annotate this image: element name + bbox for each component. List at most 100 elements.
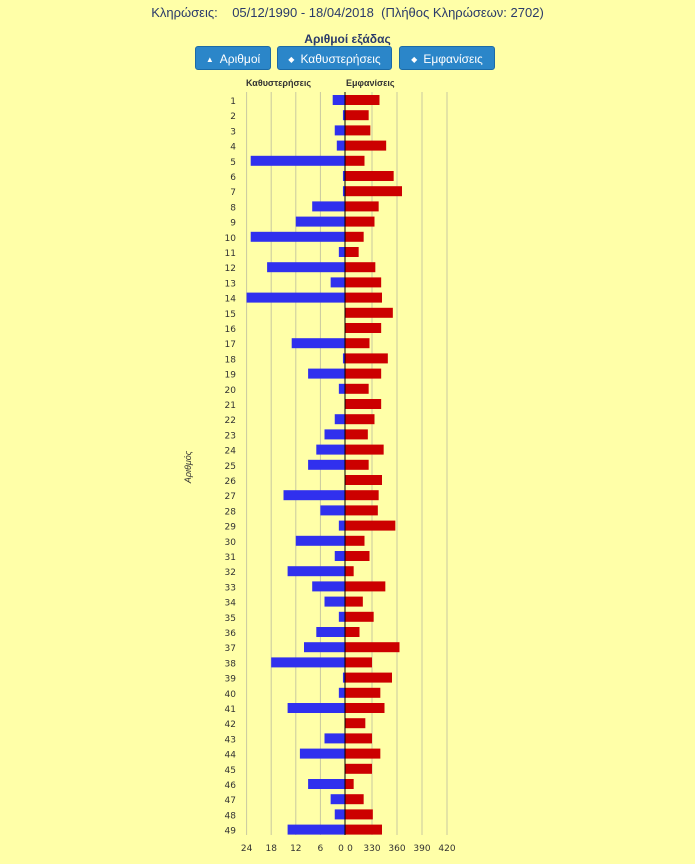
appearances-bar	[345, 307, 393, 318]
category-label: 16	[225, 325, 237, 335]
delay-bar	[342, 110, 345, 121]
delay-bar	[342, 353, 345, 364]
draws-header: Κληρώσεις: 05/12/1990 - 18/04/2018 (Πλήθ…	[0, 5, 695, 20]
sort-by-number-label: Αριθμοί	[219, 52, 261, 66]
category-label: 20	[225, 386, 237, 396]
appearances-bar	[345, 672, 392, 683]
delay-bar	[338, 687, 345, 698]
right-tick-label: 390	[413, 844, 430, 854]
delay-bar	[334, 125, 345, 136]
appearances-bar	[345, 292, 382, 303]
delay-bar	[338, 611, 345, 622]
appearances-bar	[345, 262, 376, 273]
category-label: 36	[225, 629, 237, 639]
category-label: 47	[225, 796, 236, 806]
delay-bar	[330, 794, 345, 805]
left-tick-label: 24	[241, 844, 253, 854]
appearances-bar	[345, 718, 366, 729]
appearances-bar	[345, 186, 402, 197]
appearances-bar	[345, 611, 374, 622]
category-label: 13	[225, 279, 236, 289]
appearances-bar	[345, 95, 380, 105]
appearances-bar	[345, 140, 387, 151]
category-label: 17	[225, 340, 236, 350]
appearances-bar	[345, 383, 369, 394]
category-label: 34	[225, 599, 237, 609]
delay-bar	[312, 581, 345, 592]
delay-bar	[295, 216, 345, 227]
delay-bar	[291, 338, 345, 349]
right-tick-label: 420	[438, 844, 455, 854]
appearances-bar	[345, 429, 368, 440]
sort-both-icon: ◆	[411, 55, 418, 64]
category-label: 35	[225, 614, 236, 624]
sort-by-number-button[interactable]: ▲ Αριθμοί	[195, 46, 271, 70]
category-label: 41	[225, 705, 236, 715]
category-label: 23	[225, 431, 236, 441]
sort-both-icon: ◆	[288, 55, 295, 64]
appearances-bar	[345, 824, 382, 835]
category-label: 40	[225, 690, 237, 700]
category-label: 12	[225, 264, 236, 274]
appearances-bar	[345, 277, 382, 288]
chart-title: Αριθμοί εξάδας	[304, 32, 391, 46]
category-label: 39	[225, 675, 237, 685]
category-label: 2	[230, 112, 236, 122]
appearances-bar	[345, 353, 388, 364]
sort-by-delay-button[interactable]: ◆ Καθυστερήσεις	[277, 46, 392, 70]
category-label: 25	[225, 462, 236, 472]
delay-bar	[250, 155, 345, 166]
delay-bar	[342, 672, 345, 683]
right-tick-label: 0	[347, 844, 353, 854]
appearances-bar	[345, 338, 370, 349]
category-label: 33	[225, 583, 236, 593]
delay-bar	[316, 444, 345, 455]
category-label: 32	[225, 568, 236, 578]
delay-bar	[320, 505, 345, 516]
delay-bar	[287, 703, 345, 713]
appearances-bar	[345, 490, 379, 501]
delay-bar	[316, 627, 345, 637]
delay-bar	[324, 596, 345, 607]
delay-bar	[299, 748, 345, 759]
delay-bar	[334, 551, 345, 561]
left-tick-label: 18	[265, 844, 277, 854]
category-label: 7	[230, 188, 236, 198]
delay-bar	[324, 733, 345, 744]
category-label: 37	[225, 644, 236, 654]
delay-bar	[324, 429, 345, 440]
appearances-column-header: Εμφανίσεις	[346, 78, 395, 88]
category-label: 44	[225, 751, 237, 761]
sort-up-icon: ▲	[205, 55, 214, 64]
category-label: 6	[230, 173, 236, 183]
sort-by-delay-label: Καθυστερήσεις	[300, 52, 381, 66]
delay-bar	[332, 95, 345, 105]
category-label: 48	[225, 811, 237, 821]
appearances-bar	[345, 657, 372, 668]
appearances-bar	[345, 475, 382, 485]
delay-bar	[312, 201, 345, 212]
category-label: 46	[225, 781, 237, 791]
appearances-bar	[345, 368, 382, 379]
appearances-bar	[345, 748, 381, 759]
category-label: 45	[225, 766, 236, 776]
category-label: 30	[225, 538, 237, 548]
delays-column-header: Καθυστερήσεις	[246, 78, 312, 88]
category-label: 15	[225, 310, 236, 320]
appearances-bar	[345, 444, 384, 455]
delay-bar	[295, 535, 345, 546]
draws-count: (Πλήθος Κληρώσεων: 2702)	[381, 5, 544, 20]
category-label: 42	[225, 720, 236, 730]
appearances-bar	[345, 201, 379, 212]
category-label: 5	[230, 158, 236, 168]
appearances-bar	[345, 687, 381, 698]
appearances-bar	[345, 763, 372, 774]
delay-bar	[338, 383, 345, 394]
category-label: 28	[225, 507, 237, 517]
category-label: 24	[225, 447, 237, 457]
appearances-bar	[345, 794, 364, 805]
draws-label: Κληρώσεις:	[151, 5, 218, 20]
sort-by-appearances-button[interactable]: ◆ Εμφανίσεις	[399, 46, 495, 70]
delay-bar	[308, 779, 345, 789]
